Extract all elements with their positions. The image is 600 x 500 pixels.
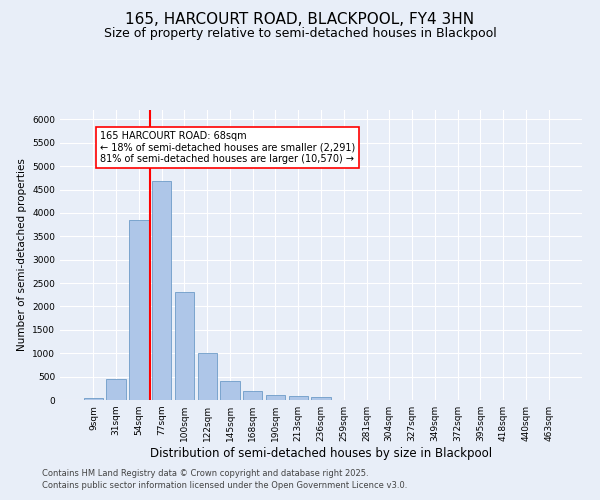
Text: Distribution of semi-detached houses by size in Blackpool: Distribution of semi-detached houses by … [150,448,492,460]
Bar [266,396,285,400]
Text: 165, HARCOURT ROAD, BLACKPOOL, FY4 3HN: 165, HARCOURT ROAD, BLACKPOOL, FY4 3HN [125,12,475,28]
Bar [84,398,103,400]
Text: Contains HM Land Registry data © Crown copyright and database right 2025.: Contains HM Land Registry data © Crown c… [42,468,368,477]
Bar [129,220,149,400]
Bar [220,381,239,400]
Bar [197,353,217,400]
Bar [289,396,308,400]
Bar [106,379,126,400]
Bar [311,398,331,400]
Text: 165 HARCOURT ROAD: 68sqm
← 18% of semi-detached houses are smaller (2,291)
81% o: 165 HARCOURT ROAD: 68sqm ← 18% of semi-d… [100,131,355,164]
Text: Size of property relative to semi-detached houses in Blackpool: Size of property relative to semi-detach… [104,28,496,40]
Text: Contains public sector information licensed under the Open Government Licence v3: Contains public sector information licen… [42,481,407,490]
Bar [152,181,172,400]
Bar [175,292,194,400]
Bar [243,390,262,400]
Y-axis label: Number of semi-detached properties: Number of semi-detached properties [17,158,26,352]
